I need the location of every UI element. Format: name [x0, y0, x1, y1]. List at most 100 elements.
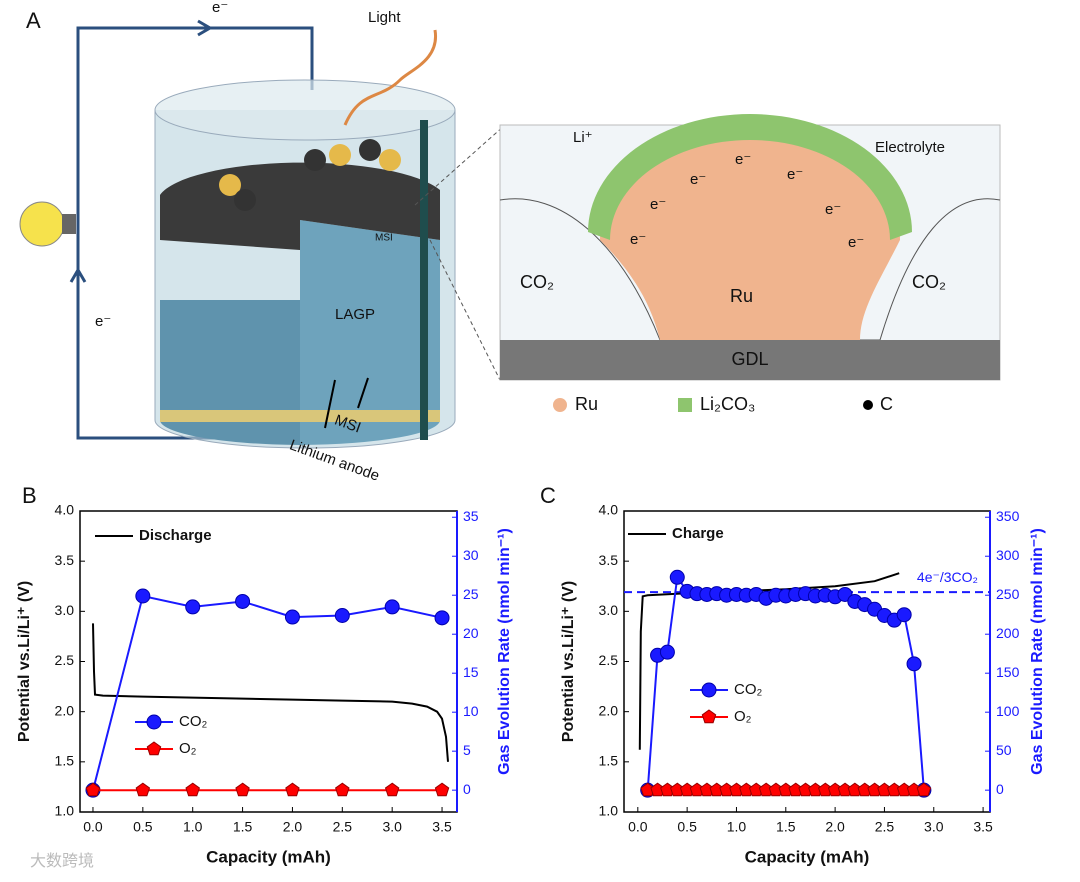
plot-frame	[79, 510, 458, 813]
marker	[235, 593, 251, 609]
marker	[185, 782, 200, 797]
inset-label: CO₂	[912, 272, 946, 292]
inset-label: GDL	[731, 349, 768, 369]
marker	[384, 599, 400, 615]
marker	[669, 569, 685, 585]
y-axis-label: Potential vs.Li/Li⁺ (V)	[560, 581, 577, 742]
y-tick-label: 2.0	[599, 702, 619, 718]
y2-axis-label: Gas Evolution Rate (nmol min⁻¹)	[496, 528, 513, 775]
electron-label: e⁻	[650, 196, 666, 213]
y2-tick-label: 0	[463, 781, 471, 797]
marker	[235, 782, 250, 797]
x-axis-label: Capacity (mAh)	[206, 847, 331, 866]
y-tick-label: 4.0	[599, 502, 619, 518]
panel-a: A e⁻ e⁻ Light LAGP MSI MSI Lithium anode…	[19, 0, 1001, 485]
bulb	[19, 201, 65, 247]
marker	[285, 782, 300, 797]
y2-tick-label: 350	[996, 508, 1020, 524]
electron-label: e⁻	[690, 171, 706, 188]
y2-tick-label: 0	[996, 781, 1004, 797]
inset-label: Electrolyte	[875, 139, 945, 156]
legend-swatch	[553, 398, 567, 412]
x-axis-label: Capacity (mAh)	[745, 847, 870, 866]
legend-marker	[701, 682, 717, 698]
x-tick-label: 1.0	[183, 819, 203, 835]
marker	[384, 782, 400, 797]
li2co3-layer	[588, 114, 912, 240]
lagp-layer	[159, 300, 300, 445]
series-line	[92, 623, 449, 762]
y-tick-label: 2.5	[55, 652, 75, 668]
y-tick-label: 1.0	[55, 803, 75, 819]
reference-label: 4e⁻/3CO₂	[917, 569, 978, 585]
electron-label: e⁻	[787, 166, 803, 183]
particle	[359, 139, 381, 161]
bulb-base	[62, 214, 76, 234]
light-ray	[343, 29, 437, 126]
arrow	[197, 19, 213, 37]
marker	[135, 782, 151, 797]
y-tick-label: 2.0	[55, 702, 75, 718]
zoom-line	[414, 124, 506, 206]
x-tick-label: 2.5	[875, 819, 895, 835]
electron-label: e⁻	[95, 313, 111, 330]
legend-label: CO₂	[734, 681, 763, 698]
legend-label: O₂	[734, 708, 752, 725]
electron-label: e⁻	[630, 231, 646, 248]
anode-layer	[160, 410, 440, 422]
y2-tick-label: 300	[996, 547, 1020, 563]
layer-label: LAGP	[335, 306, 375, 323]
marker	[906, 656, 922, 672]
current-collector	[420, 120, 428, 440]
layer-label: MSI	[375, 233, 393, 244]
particle	[304, 149, 326, 171]
electron-label: e⁻	[212, 0, 228, 16]
marker	[185, 599, 201, 615]
panel-label: A	[26, 8, 41, 33]
y2-tick-label: 35	[463, 508, 479, 524]
marker	[434, 782, 450, 797]
legend-label: Ru	[575, 394, 598, 414]
x-tick-label: 1.5	[233, 819, 253, 835]
y-tick-label: 4.0	[55, 502, 75, 518]
electron-label: e⁻	[735, 151, 751, 168]
panel-label: C	[540, 483, 556, 508]
particle	[234, 189, 256, 211]
legend-label: C	[880, 394, 893, 414]
x-tick-label: 0.0	[83, 819, 103, 835]
arrow	[69, 267, 87, 283]
y2-tick-label: 25	[463, 586, 479, 602]
y-tick-label: 2.5	[599, 652, 619, 668]
y2-tick-label: 30	[463, 547, 479, 563]
y-tick-label: 3.0	[599, 602, 619, 618]
y2-tick-label: 20	[463, 625, 479, 641]
y2-axis-label: Gas Evolution Rate (nmol min⁻¹)	[1029, 528, 1046, 775]
y-tick-label: 1.0	[599, 803, 619, 819]
y2-tick-label: 100	[996, 703, 1020, 719]
particle	[379, 149, 401, 171]
y-tick-label: 3.5	[55, 552, 75, 568]
y2-tick-label: 200	[996, 625, 1020, 641]
plot-frame	[623, 510, 991, 813]
marker	[896, 607, 912, 623]
y2-tick-label: 150	[996, 664, 1020, 680]
marker	[284, 609, 300, 625]
y-tick-label: 3.5	[599, 552, 619, 568]
panel-label: B	[22, 483, 37, 508]
x-tick-label: 3.5	[432, 819, 452, 835]
inset-label: Li⁺	[573, 129, 593, 146]
y2-tick-label: 250	[996, 586, 1020, 602]
series-line	[92, 594, 443, 791]
x-tick-label: 1.0	[727, 819, 747, 835]
y2-tick-label: 10	[463, 703, 479, 719]
marker	[916, 782, 932, 797]
x-tick-label: 0.5	[133, 819, 153, 835]
zoom-line	[429, 239, 501, 381]
y-tick-label: 3.0	[55, 602, 75, 618]
y-tick-label: 1.5	[55, 753, 75, 769]
electron-label: e⁻	[848, 234, 864, 251]
legend-label: CO₂	[179, 713, 208, 730]
legend-marker	[146, 741, 162, 756]
particle	[219, 174, 241, 196]
